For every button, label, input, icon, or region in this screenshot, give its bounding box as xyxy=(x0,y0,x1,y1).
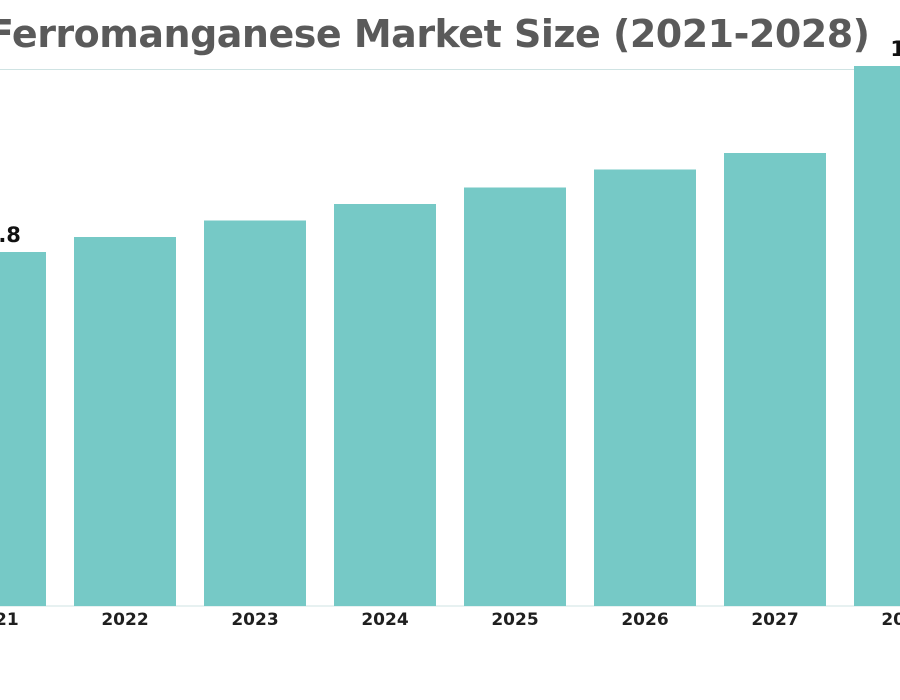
bar-2021 xyxy=(0,252,46,606)
x-tick-label-2028: 2028 xyxy=(881,610,900,630)
bar-2027 xyxy=(724,153,826,606)
bar-2023 xyxy=(204,220,306,606)
bar-2026 xyxy=(594,169,696,606)
x-tick-label-2023: 2023 xyxy=(231,610,278,630)
data-label-2021: 11.8 xyxy=(0,223,21,247)
bar-2025 xyxy=(464,187,566,606)
x-tick-label-2026: 2026 xyxy=(621,610,668,630)
bar-2028 xyxy=(854,66,900,606)
chart-title: Ferromanganese Market Size (2021-2028) xyxy=(0,12,870,56)
bar-2022 xyxy=(74,237,176,606)
bar-2024 xyxy=(334,204,436,606)
data-label-2028: 18 xyxy=(890,37,900,61)
x-tick-label-2021: 2021 xyxy=(0,610,19,630)
x-tick-label-2027: 2027 xyxy=(751,610,798,630)
x-tick-label-2025: 2025 xyxy=(491,610,538,630)
x-tick-label-2022: 2022 xyxy=(101,610,148,630)
x-tick-label-2024: 2024 xyxy=(361,610,408,630)
title-divider xyxy=(0,69,900,70)
